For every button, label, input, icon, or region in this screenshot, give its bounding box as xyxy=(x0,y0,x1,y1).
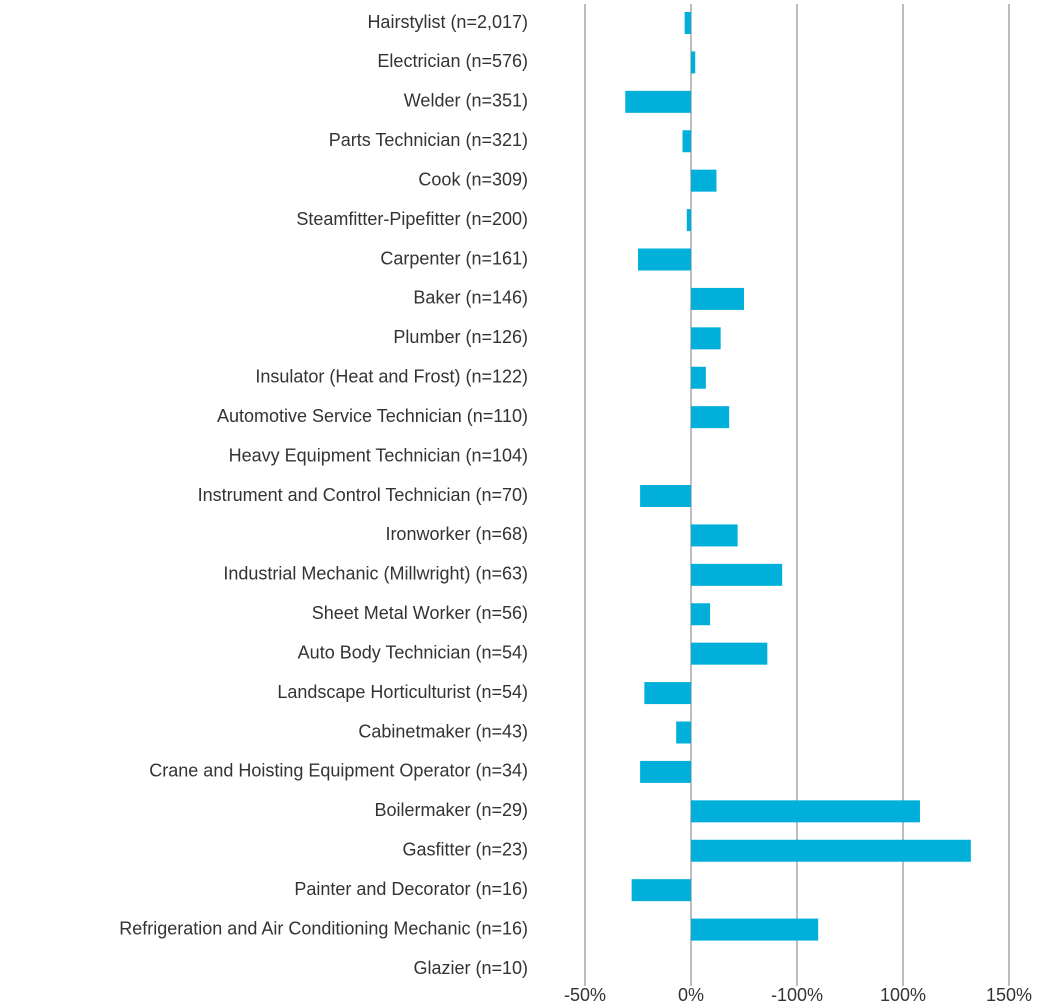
bar xyxy=(691,327,721,350)
y-tick-label: Heavy Equipment Technician (n=104) xyxy=(229,445,528,465)
y-tick-label: Electrician (n=576) xyxy=(377,51,528,71)
y-tick-label: Refrigeration and Air Conditioning Mecha… xyxy=(119,918,528,938)
y-tick-label: Cabinetmaker (n=43) xyxy=(358,721,528,741)
y-tick-label: Landscape Horticulturist (n=54) xyxy=(277,682,528,702)
bar xyxy=(691,839,971,862)
bar xyxy=(625,90,691,113)
y-tick-label: Gasfitter (n=23) xyxy=(402,840,528,860)
bar xyxy=(684,12,691,34)
bar xyxy=(691,51,696,74)
y-tick-label: Cook (n=309) xyxy=(418,169,528,189)
y-tick-label: Industrial Mechanic (Millwright) (n=63) xyxy=(223,564,528,584)
y-tick-label: Boilermaker (n=29) xyxy=(374,800,528,820)
bar xyxy=(640,760,691,783)
y-tick-label: Auto Body Technician (n=54) xyxy=(298,642,528,662)
bar xyxy=(691,603,711,626)
bar xyxy=(682,130,691,153)
y-tick-label: Sheet Metal Worker (n=56) xyxy=(312,603,528,623)
x-tick-label: -50% xyxy=(564,985,606,1005)
bar xyxy=(691,563,783,586)
y-tick-label: Painter and Decorator (n=16) xyxy=(294,879,528,899)
bar xyxy=(644,682,691,705)
y-tick-label: Baker (n=146) xyxy=(413,288,528,308)
x-tick-label: 0% xyxy=(678,985,704,1005)
x-tick-label: 150% xyxy=(986,985,1032,1005)
x-tick-label: 100% xyxy=(880,985,926,1005)
y-tick-label: Insulator (Heat and Frost) (n=122) xyxy=(255,367,528,387)
y-tick-label: Plumber (n=126) xyxy=(393,327,528,347)
bar xyxy=(640,485,691,507)
y-tick-label: Instrument and Control Technician (n=70) xyxy=(198,485,528,505)
y-tick-label: Crane and Hoisting Equipment Operator (n… xyxy=(149,761,528,781)
bar xyxy=(691,642,768,665)
x-tick-label: -100% xyxy=(771,985,823,1005)
y-tick-label: Welder (n=351) xyxy=(404,91,528,111)
y-tick-label: Steamfitter-Pipefitter (n=200) xyxy=(296,209,528,229)
bar xyxy=(691,287,744,310)
bar xyxy=(691,406,730,429)
bar xyxy=(691,800,920,823)
bar xyxy=(676,721,691,744)
bar xyxy=(691,524,738,547)
bar xyxy=(691,169,717,192)
bar xyxy=(686,209,691,232)
y-tick-label: Glazier (n=10) xyxy=(413,958,528,978)
bar xyxy=(631,879,691,902)
y-tick-label: Automotive Service Technician (n=110) xyxy=(217,406,528,426)
y-tick-label: Carpenter (n=161) xyxy=(380,248,528,268)
y-tick-label: Parts Technician (n=321) xyxy=(329,130,528,150)
bar xyxy=(691,918,819,941)
bar xyxy=(691,366,706,389)
bar xyxy=(638,248,691,271)
y-tick-label: Ironworker (n=68) xyxy=(385,524,528,544)
y-tick-label: Hairstylist (n=2,017) xyxy=(367,12,528,32)
